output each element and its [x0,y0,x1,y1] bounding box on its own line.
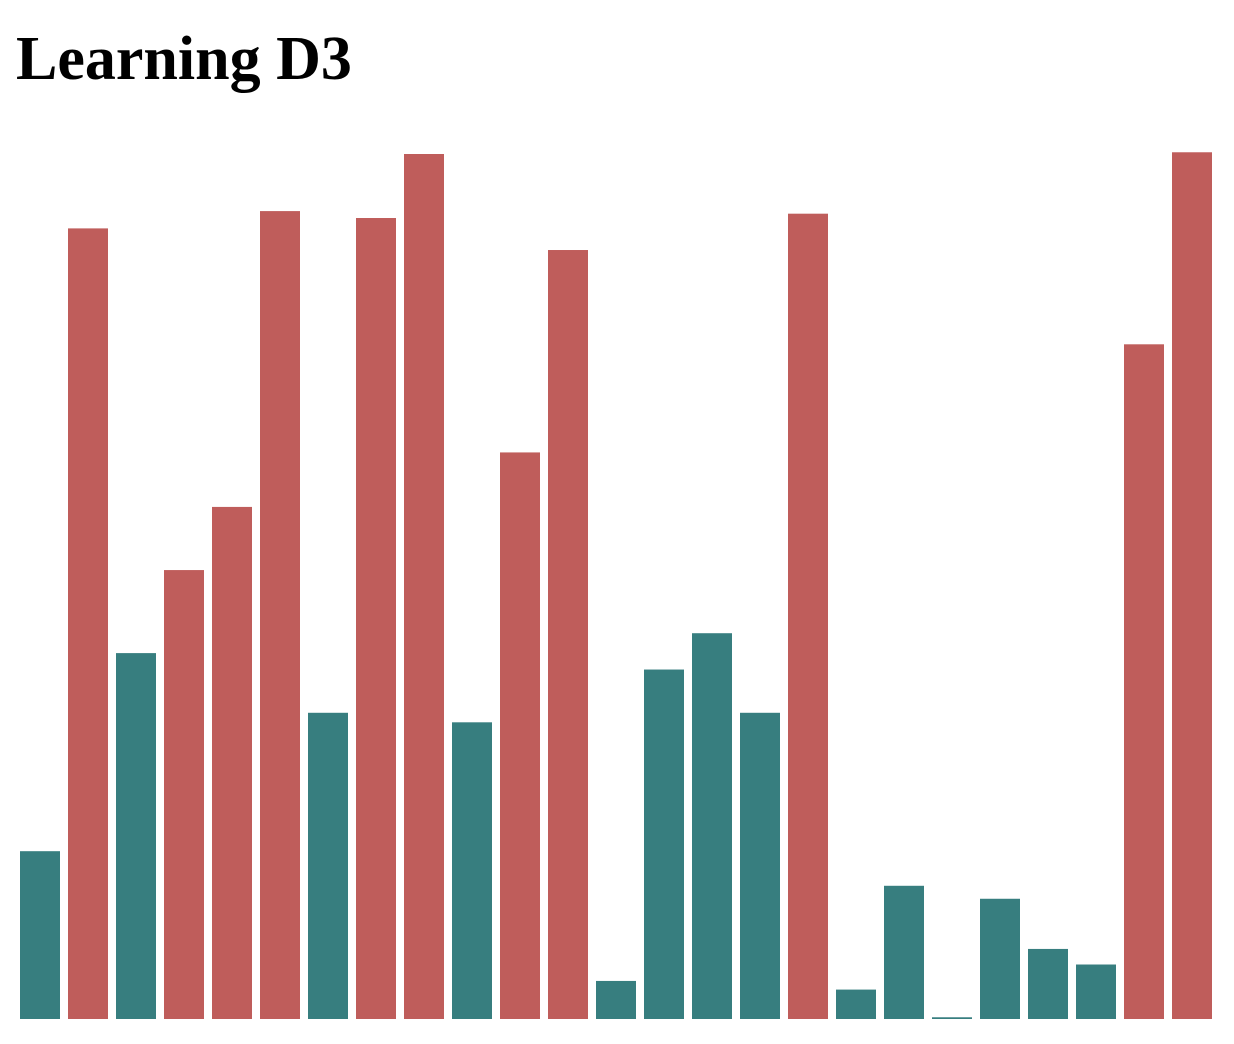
bars-group [20,152,1212,1020]
bar-17 [788,213,828,1019]
bar-3 [116,653,156,1019]
bar-16 [740,712,780,1019]
bar-6 [260,211,300,1020]
bar-23 [1076,964,1116,1019]
bar-4 [164,570,204,1019]
bar-14 [644,669,684,1019]
bar-24 [1124,344,1164,1019]
bar-8 [356,218,396,1019]
bar-5 [212,506,252,1019]
page-title: Learning D3 [16,25,352,93]
bar-22 [1028,948,1068,1019]
bar-19 [884,885,924,1019]
bar-12 [548,250,588,1019]
bar-18 [836,989,876,1019]
bar-7 [308,712,348,1019]
bar-15 [692,633,732,1019]
bar-13 [596,980,636,1019]
bar-21 [980,898,1020,1019]
bar-9 [404,154,444,1019]
bar-1 [20,851,60,1019]
bar-2 [68,228,108,1019]
bar-20 [932,1017,972,1019]
bar-25 [1172,152,1212,1019]
bar-10 [452,722,492,1019]
bar-11 [500,452,540,1019]
